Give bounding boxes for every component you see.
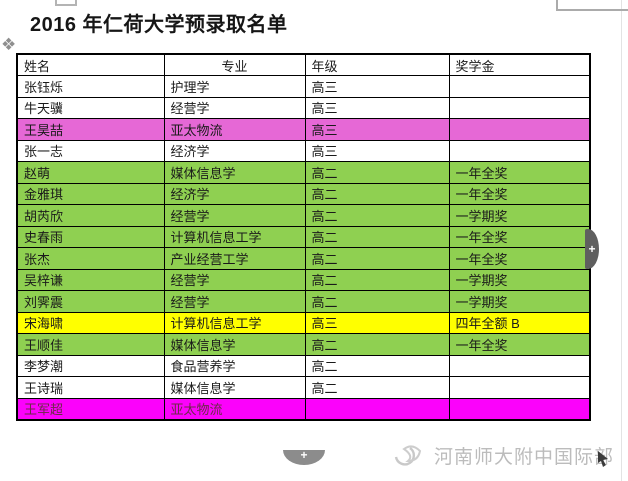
cell-name[interactable]: 王顺佳	[16, 333, 165, 356]
page-title[interactable]: 2016 年仁荷大学预录取名单	[30, 14, 288, 36]
cell-grade[interactable]: 高三	[304, 118, 450, 141]
table-row: 刘霁震 经营学 高二 一学期奖	[16, 290, 591, 313]
cell-major[interactable]: 媒体信息学	[163, 376, 306, 399]
cell-name[interactable]: 胡芮欣	[16, 204, 165, 227]
cell-grade[interactable]: 高三	[304, 139, 450, 162]
cell-grade[interactable]: 高二	[304, 354, 450, 377]
admission-table: 姓名 专业 年级 奖学金 张钰烁 护理学 高三 牛天骥 经营学 高三 王昊喆 亚…	[16, 53, 591, 421]
toolbar-fragment-left	[55, 0, 77, 6]
cell-scholarship[interactable]	[448, 118, 591, 141]
table-row: 张钰烁 护理学 高三	[16, 75, 591, 98]
cell-scholarship[interactable]: 四年全额 B	[448, 311, 591, 334]
table-row: 吴梓谦 经营学 高二 一学期奖	[16, 268, 591, 291]
watermark-text: 河南师大附中国际部	[434, 446, 615, 468]
expand-bottom-button[interactable]: +	[283, 449, 325, 465]
cell-scholarship[interactable]: 一年全奖	[448, 161, 591, 184]
cell-scholarship[interactable]: 一年全奖	[448, 333, 591, 356]
cell-name[interactable]: 王军超	[16, 397, 165, 421]
cell-name[interactable]: 王昊喆	[16, 118, 165, 141]
table-row: 李梦潮 食品营养学 高二	[16, 354, 591, 377]
table-body: 张钰烁 护理学 高三 牛天骥 经营学 高三 王昊喆 亚太物流 高三 张一志 经济…	[16, 75, 591, 421]
cell-name[interactable]: 赵萌	[16, 161, 165, 184]
cell-grade[interactable]: 高二	[304, 204, 450, 227]
table-row: 牛天骥 经营学 高三	[16, 96, 591, 119]
cell-major[interactable]: 亚太物流	[163, 118, 306, 141]
table-row: 张一志 经济学 高三	[16, 139, 591, 162]
cell-grade[interactable]: 高三	[304, 311, 450, 334]
cell-name[interactable]: 王诗瑞	[16, 376, 165, 399]
cell-name[interactable]: 刘霁震	[16, 290, 165, 313]
cell-scholarship[interactable]	[448, 397, 591, 421]
cell-scholarship[interactable]	[448, 75, 591, 98]
header-major[interactable]: 专业	[163, 53, 306, 76]
cell-grade[interactable]: 高二	[304, 333, 450, 356]
header-grade[interactable]: 年级	[304, 53, 450, 76]
cell-name[interactable]: 牛天骥	[16, 96, 165, 119]
table-row: 宋海啸 计算机信息工学 高三 四年全额 B	[16, 311, 591, 334]
cell-major[interactable]: 媒体信息学	[163, 333, 306, 356]
cell-grade[interactable]: 高二	[304, 247, 450, 270]
cell-major[interactable]: 经营学	[163, 204, 306, 227]
table-row: 王顺佳 媒体信息学 高二 一年全奖	[16, 333, 591, 356]
table-row: 王诗瑞 媒体信息学 高二	[16, 376, 591, 399]
watermark: 河南师大附中国际部	[390, 437, 614, 473]
cell-grade[interactable]: 高三	[304, 75, 450, 98]
mouse-cursor-icon	[598, 451, 608, 467]
cell-major[interactable]: 计算机信息工学	[163, 225, 306, 248]
cell-major[interactable]: 经营学	[163, 290, 306, 313]
cell-major[interactable]: 护理学	[163, 75, 306, 98]
table-row: 金雅琪 经济学 高二 一年全奖	[16, 182, 591, 205]
cell-major[interactable]: 计算机信息工学	[163, 311, 306, 334]
table-row: 王昊喆 亚太物流 高三	[16, 118, 591, 141]
table-move-handle-icon[interactable]: ❖	[1, 35, 17, 54]
cell-major[interactable]: 经营学	[163, 268, 306, 291]
table-row: 王军超 亚太物流	[16, 397, 591, 421]
cell-major[interactable]: 亚太物流	[163, 397, 306, 421]
cell-major[interactable]: 经济学	[163, 139, 306, 162]
expand-right-button[interactable]: +	[585, 229, 599, 269]
cell-grade[interactable]: 高二	[304, 376, 450, 399]
cell-scholarship[interactable]	[448, 376, 591, 399]
cell-name[interactable]: 张一志	[16, 139, 165, 162]
cell-scholarship[interactable]: 一年全奖	[448, 225, 591, 248]
cell-major[interactable]: 产业经营工学	[163, 247, 306, 270]
header-name[interactable]: 姓名	[16, 53, 165, 76]
cell-major[interactable]: 媒体信息学	[163, 161, 306, 184]
cell-name[interactable]: 金雅琪	[16, 182, 165, 205]
header-scholarship[interactable]: 奖学金	[448, 53, 591, 76]
table-row: 张杰 产业经营工学 高二 一年全奖	[16, 247, 591, 270]
cell-grade[interactable]	[304, 397, 450, 421]
toolbar-fragment-right	[556, 0, 628, 11]
table-row: 史春雨 计算机信息工学 高二 一年全奖	[16, 225, 591, 248]
school-logo-icon	[394, 445, 422, 466]
cell-grade[interactable]: 高二	[304, 182, 450, 205]
cell-major[interactable]: 食品营养学	[163, 354, 306, 377]
table-header-row: 姓名 专业 年级 奖学金	[16, 53, 591, 76]
cell-scholarship[interactable]	[448, 354, 591, 377]
cell-grade[interactable]: 高二	[304, 225, 450, 248]
table-row: 赵萌 媒体信息学 高二 一年全奖	[16, 161, 591, 184]
cell-major[interactable]: 经营学	[163, 96, 306, 119]
cell-major[interactable]: 经济学	[163, 182, 306, 205]
cell-name[interactable]: 宋海啸	[16, 311, 165, 334]
cell-name[interactable]: 张杰	[16, 247, 165, 270]
cell-scholarship[interactable]: 一学期奖	[448, 290, 591, 313]
table-row: 胡芮欣 经营学 高二 一学期奖	[16, 204, 591, 227]
cell-grade[interactable]: 高二	[304, 161, 450, 184]
cell-grade[interactable]: 高二	[304, 268, 450, 291]
cell-scholarship[interactable]	[448, 96, 591, 119]
cell-name[interactable]: 吴梓谦	[16, 268, 165, 291]
cell-scholarship[interactable]: 一学期奖	[448, 204, 591, 227]
cell-scholarship[interactable]: 一年全奖	[448, 182, 591, 205]
cell-name[interactable]: 李梦潮	[16, 354, 165, 377]
cell-grade[interactable]: 高二	[304, 290, 450, 313]
page-edge-line	[621, 0, 622, 481]
cell-name[interactable]: 张钰烁	[16, 75, 165, 98]
cell-name[interactable]: 史春雨	[16, 225, 165, 248]
cell-grade[interactable]: 高三	[304, 96, 450, 119]
cell-scholarship[interactable]: 一学期奖	[448, 268, 591, 291]
cell-scholarship[interactable]: 一年全奖	[448, 247, 591, 270]
cell-scholarship[interactable]	[448, 139, 591, 162]
